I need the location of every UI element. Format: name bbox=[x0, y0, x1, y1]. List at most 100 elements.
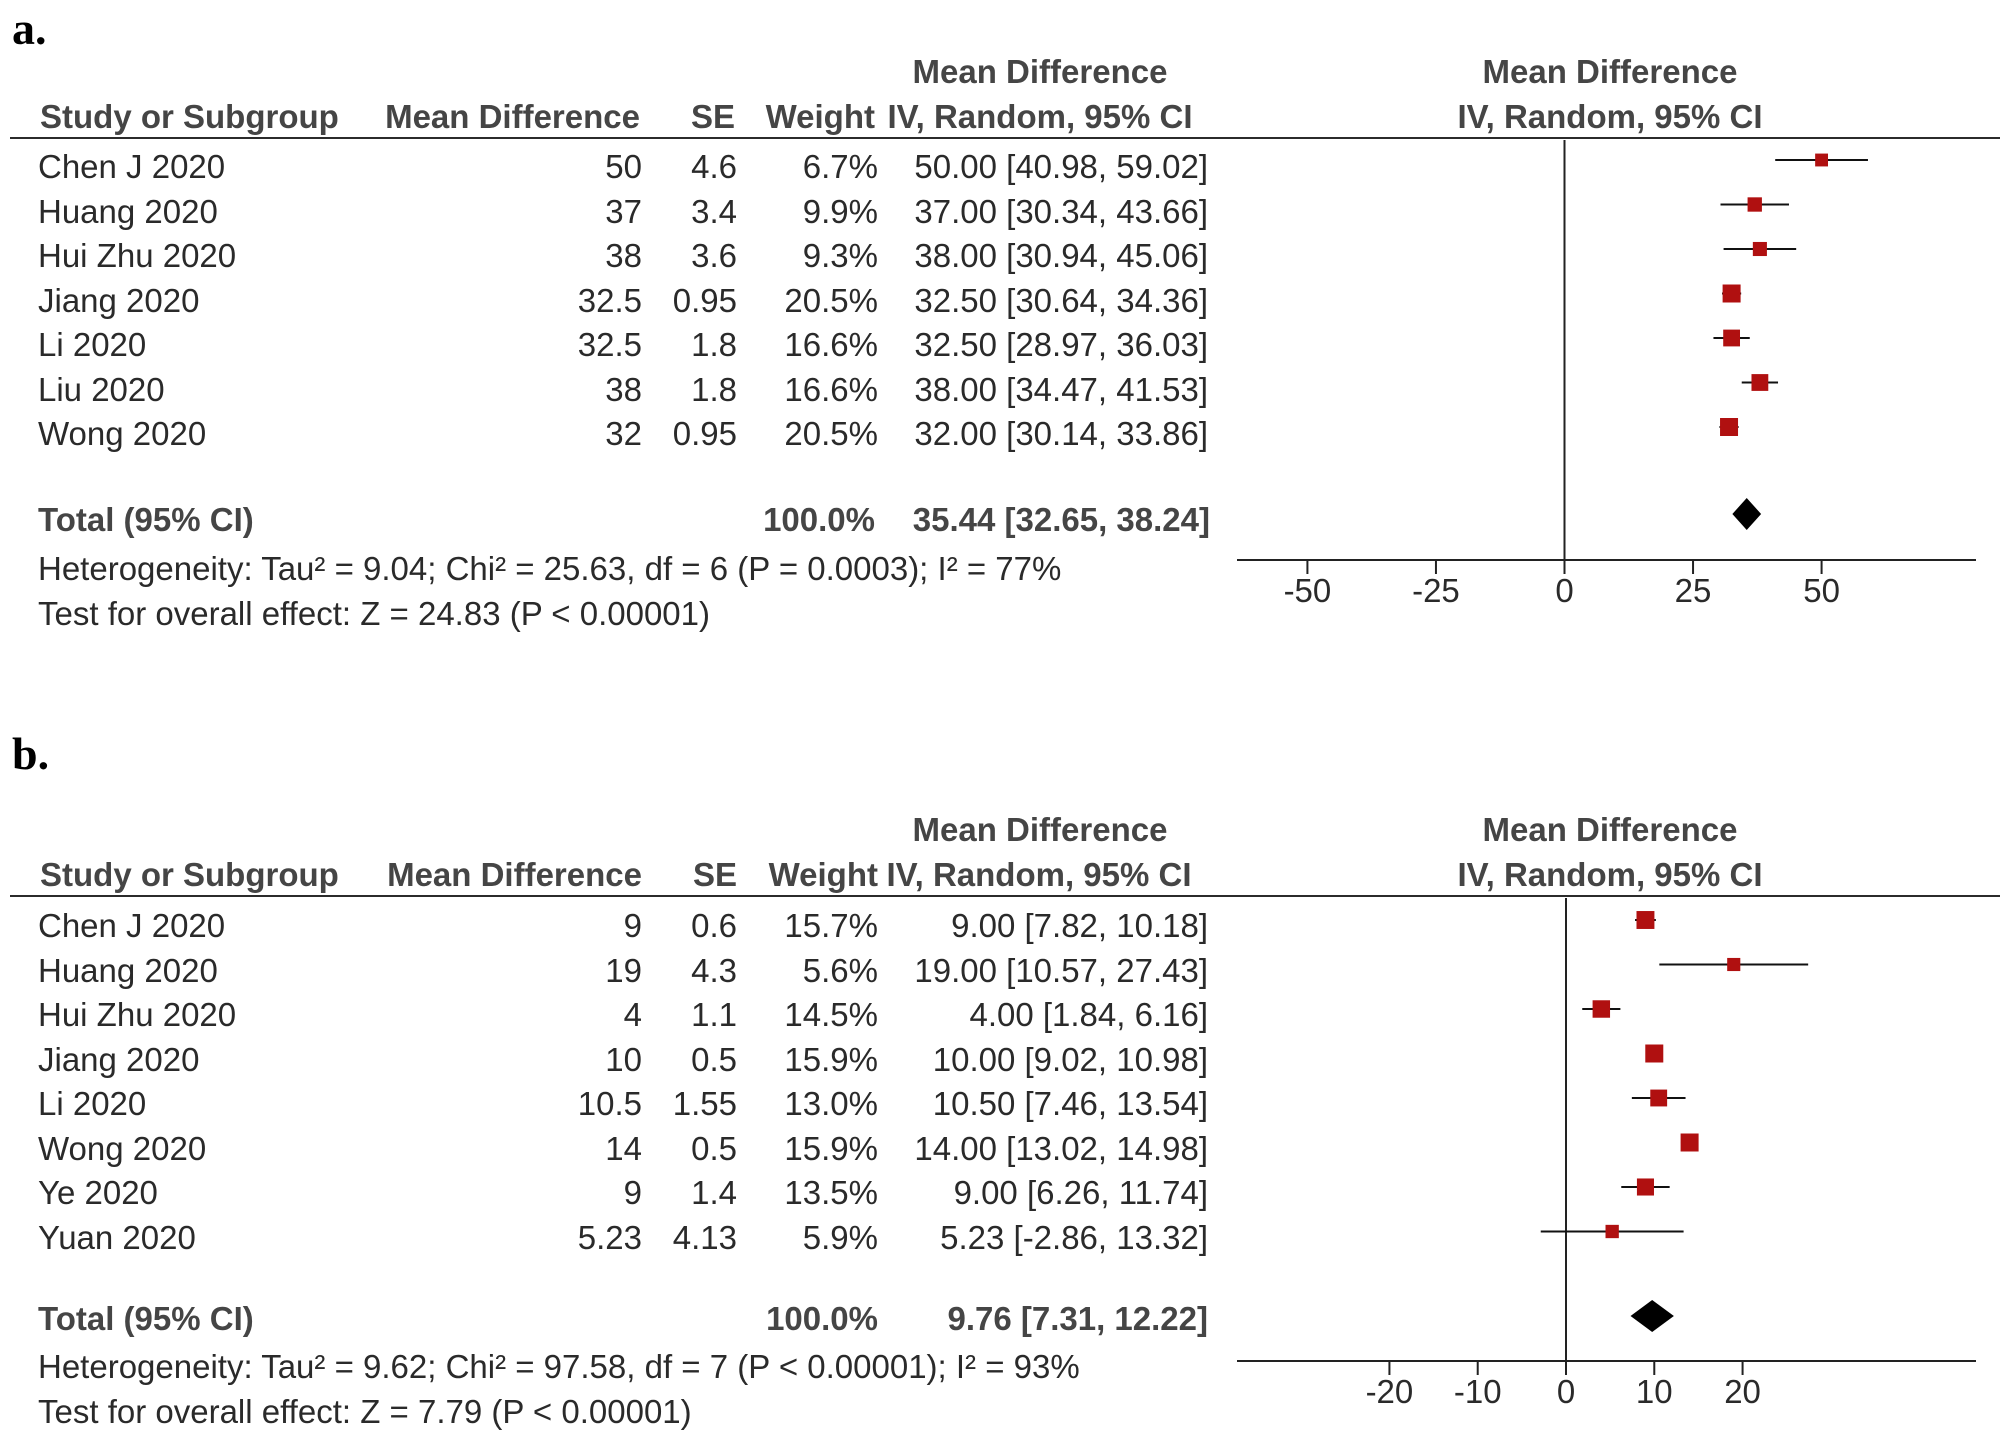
study-ci: 5.23 [-2.86, 13.32] bbox=[940, 1218, 1208, 1256]
study-mean-difference: 10 bbox=[605, 1040, 642, 1078]
study-mean-difference: 14 bbox=[605, 1129, 642, 1167]
study-weight: 6.7% bbox=[802, 148, 878, 185]
study-se: 0.5 bbox=[691, 1040, 737, 1078]
study-mean-difference: 38 bbox=[605, 370, 642, 408]
study-ci: 38.00 [34.47, 41.53] bbox=[914, 370, 1208, 408]
total-ci: 35.44 [32.65, 38.24] bbox=[912, 501, 1210, 538]
study-name: Liu 2020 bbox=[38, 370, 165, 408]
effect-square bbox=[1752, 241, 1767, 257]
study-header: Study or Subgroup bbox=[40, 98, 339, 135]
study-name: Chen J 2020 bbox=[38, 148, 226, 185]
study-ci: 32.50 [28.97, 36.03] bbox=[914, 326, 1208, 363]
pooled-diamond bbox=[1630, 1300, 1674, 1332]
effect-square bbox=[1747, 197, 1762, 212]
study-se: 1.8 bbox=[691, 370, 737, 408]
study-mean-difference: 10.5 bbox=[577, 1085, 642, 1122]
forest-plot-a: a. Mean Difference Mean Difference Study… bbox=[10, 3, 2000, 632]
study-weight: 14.5% bbox=[784, 996, 878, 1033]
effect-square bbox=[1680, 1133, 1699, 1152]
x-tick-label: -50 bbox=[1284, 572, 1332, 609]
study-mean-difference: 32.5 bbox=[577, 281, 642, 319]
forest-plot-area: -50 -25 0 25 50 bbox=[1237, 140, 1976, 609]
total-weight: 100.0% bbox=[766, 1300, 878, 1337]
study-se: 4.13 bbox=[672, 1218, 737, 1256]
study-se: 3.6 bbox=[691, 237, 737, 274]
x-tick-label: 20 bbox=[1724, 1373, 1761, 1410]
total-label: Total (95% CI) bbox=[38, 501, 254, 538]
panel-label: a. bbox=[12, 3, 47, 54]
study-weight: 20.5% bbox=[784, 415, 878, 452]
study-name: Huang 2020 bbox=[38, 192, 218, 230]
ci-header-bottom: IV, Random, 95% CI bbox=[886, 856, 1192, 893]
se-header: SE bbox=[692, 856, 737, 893]
study-name: Hui Zhu 2020 bbox=[38, 237, 237, 274]
effect-square bbox=[1592, 1000, 1611, 1018]
study-name: Li 2020 bbox=[38, 1085, 147, 1122]
study-weight: 15.7% bbox=[784, 907, 878, 944]
plot-header-bottom: IV, Random, 95% CI bbox=[1457, 856, 1763, 893]
study-weight: 5.9% bbox=[802, 1218, 878, 1256]
study-ci: 14.00 [13.02, 14.98] bbox=[914, 1129, 1208, 1167]
study-weight: 13.0% bbox=[784, 1085, 878, 1122]
study-se: 4.3 bbox=[691, 951, 737, 989]
overall-effect-text: Test for overall effect: Z = 7.79 (P < 0… bbox=[38, 1393, 692, 1430]
study-ci: 50.00 [40.98, 59.02] bbox=[914, 148, 1208, 185]
study-name: Wong 2020 bbox=[38, 1129, 207, 1167]
effect-square bbox=[1720, 418, 1739, 436]
plot-header-bottom: IV, Random, 95% CI bbox=[1457, 98, 1763, 135]
x-tick-label: -10 bbox=[1454, 1373, 1502, 1410]
x-tick-label: 0 bbox=[1555, 572, 1573, 609]
study-ci: 10.50 [7.46, 13.54] bbox=[932, 1085, 1208, 1122]
study-name: Li 2020 bbox=[38, 326, 147, 363]
study-mean-difference: 19 bbox=[605, 951, 642, 989]
ci-header-bottom: IV, Random, 95% CI bbox=[887, 98, 1193, 135]
study-name: Ye 2020 bbox=[38, 1174, 158, 1211]
effect-square bbox=[1605, 1224, 1619, 1239]
study-ci: 19.00 [10.57, 27.43] bbox=[914, 951, 1208, 989]
effect-square bbox=[1723, 329, 1741, 347]
study-weight: 15.9% bbox=[784, 1129, 878, 1167]
study-mean-difference: 37 bbox=[605, 192, 642, 230]
study-ci: 9.00 [6.26, 11.74] bbox=[953, 1174, 1208, 1211]
study-ci: 9.00 [7.82, 10.18] bbox=[951, 907, 1208, 944]
study-ci: 38.00 [30.94, 45.06] bbox=[914, 237, 1208, 274]
plot-header-top: Mean Difference bbox=[1482, 53, 1738, 90]
study-se: 1.4 bbox=[691, 1174, 737, 1211]
study-weight: 13.5% bbox=[784, 1174, 878, 1211]
weight-header: Weight bbox=[768, 856, 878, 893]
study-ci: 32.50 [30.64, 34.36] bbox=[914, 281, 1208, 319]
study-se: 1.8 bbox=[691, 326, 737, 363]
x-tick-label: -25 bbox=[1412, 572, 1460, 609]
study-weight: 9.3% bbox=[802, 237, 878, 274]
study-mean-difference: 5.23 bbox=[577, 1218, 642, 1256]
x-tick-label: 0 bbox=[1557, 1373, 1575, 1410]
ci-header-top: Mean Difference bbox=[912, 811, 1168, 848]
se-header: SE bbox=[690, 98, 735, 135]
study-mean-difference: 4 bbox=[623, 996, 642, 1033]
panel-label: b. bbox=[12, 728, 50, 779]
study-ci: 37.00 [30.34, 43.66] bbox=[914, 192, 1208, 230]
study-weight: 15.9% bbox=[784, 1040, 878, 1078]
effect-square bbox=[1650, 1089, 1668, 1107]
x-tick-label: 50 bbox=[1803, 572, 1840, 609]
plot-header-top: Mean Difference bbox=[1482, 811, 1738, 848]
effect-square bbox=[1727, 957, 1741, 972]
overall-effect-text: Test for overall effect: Z = 24.83 (P < … bbox=[38, 595, 711, 632]
study-ci: 32.00 [30.14, 33.86] bbox=[914, 415, 1208, 452]
study-weight: 16.6% bbox=[784, 370, 878, 408]
study-se: 0.6 bbox=[691, 907, 737, 944]
study-ci: 4.00 [1.84, 6.16] bbox=[969, 996, 1208, 1033]
forest-plot-b: b. Mean Difference Mean Difference Study… bbox=[0, 727, 2007, 1454]
total-ci: 9.76 [7.31, 12.22] bbox=[947, 1300, 1208, 1337]
study-mean-difference: 32 bbox=[605, 415, 642, 452]
study-weight: 5.6% bbox=[802, 951, 878, 989]
effect-square bbox=[1645, 1044, 1664, 1063]
effect-square bbox=[1722, 284, 1741, 303]
study-se: 4.6 bbox=[691, 148, 737, 185]
study-mean-difference: 9 bbox=[623, 907, 642, 944]
study-name: Jiang 2020 bbox=[38, 281, 200, 319]
md-header: Mean Difference bbox=[385, 98, 640, 135]
study-weight: 16.6% bbox=[784, 326, 878, 363]
md-header: Mean Difference bbox=[387, 856, 642, 893]
ci-header-top: Mean Difference bbox=[912, 53, 1168, 90]
